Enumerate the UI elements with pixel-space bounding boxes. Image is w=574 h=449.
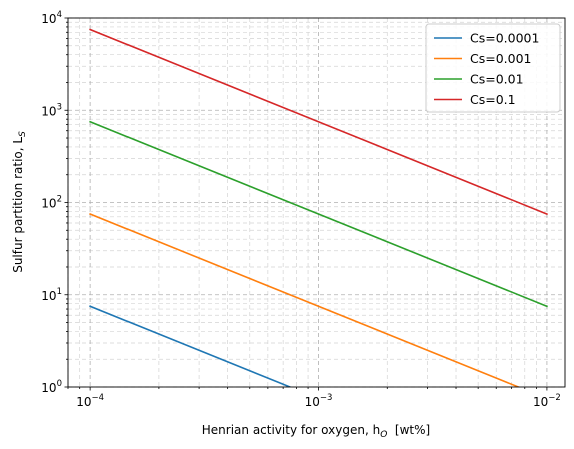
x-axis-label: Henrian activity for oxygen, hO [wt%] xyxy=(202,423,430,440)
legend: Cs=0.0001 Cs=0.001 Cs=0.01 Cs=0.1 xyxy=(425,23,561,113)
axis-ticks xyxy=(64,17,548,391)
legend-label: Cs=0.01 xyxy=(470,72,524,87)
legend-label: Cs=0.001 xyxy=(470,51,532,66)
tick-labels: 10−4 10−3 10−2 100 101 102 103 104 xyxy=(41,10,561,409)
y-tick-label: 101 xyxy=(41,287,62,303)
x-tick-label: 10−4 xyxy=(76,393,104,409)
x-tick-label: 10−3 xyxy=(305,393,333,409)
series-line xyxy=(89,120,548,308)
y-tick-label: 103 xyxy=(41,102,62,118)
legend-label: Cs=0.0001 xyxy=(470,31,539,46)
series-lines xyxy=(89,28,548,387)
series-line xyxy=(89,305,293,387)
y-tick-label: 100 xyxy=(41,379,62,395)
x-tick-label: 10−2 xyxy=(533,393,561,409)
legend-frame xyxy=(425,23,561,113)
y-tick-label: 102 xyxy=(41,195,62,211)
series-line xyxy=(89,212,521,387)
series-line xyxy=(89,28,548,216)
y-axis-label: Sulfur partition ratio, LS xyxy=(11,131,28,273)
y-tick-label: 104 xyxy=(41,10,62,26)
legend-label: Cs=0.1 xyxy=(470,92,516,107)
